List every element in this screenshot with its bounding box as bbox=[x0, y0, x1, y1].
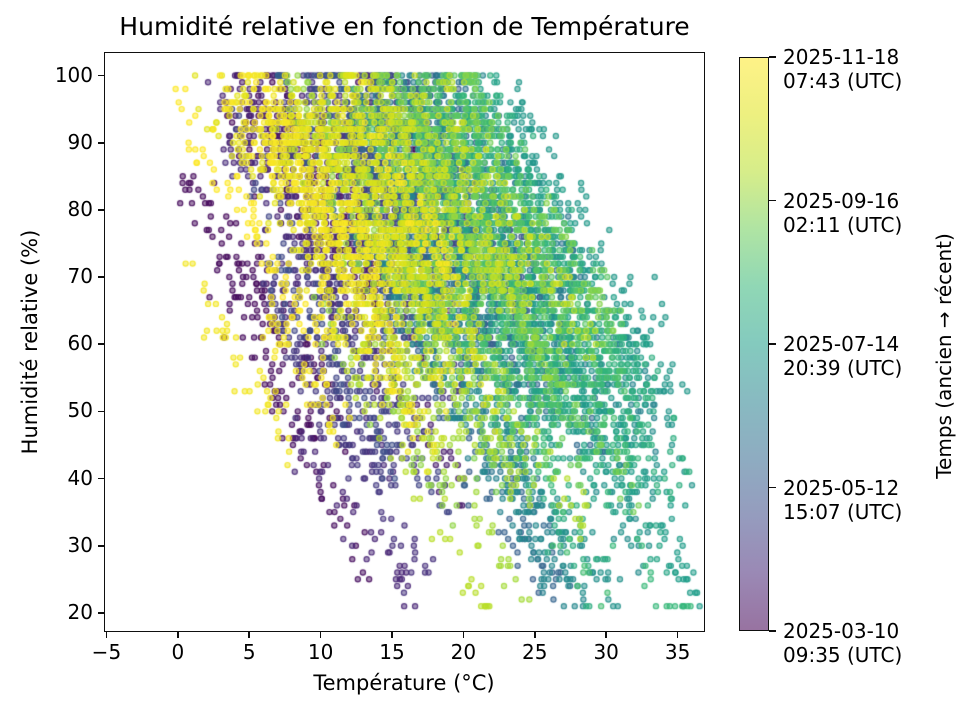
x-tick-label: 30 bbox=[593, 640, 619, 664]
x-axis-label: Température (°C) bbox=[313, 671, 495, 695]
colorbar bbox=[739, 57, 769, 631]
colorbar-axis-label: Temps (ancien → récent) bbox=[932, 233, 956, 479]
x-tick-mark bbox=[676, 631, 679, 638]
x-tick-label: 35 bbox=[664, 640, 691, 664]
colorbar-tick-time: 07:43 (UTC) bbox=[783, 69, 903, 93]
colorbar-tick-label: 2025-11-18 07:43 (UTC) bbox=[783, 45, 902, 93]
colorbar-tick-time: 20:39 (UTC) bbox=[783, 356, 903, 380]
colorbar-tick-mark bbox=[769, 486, 776, 489]
x-tick-mark bbox=[176, 631, 179, 638]
y-tick-label: 60 bbox=[67, 331, 93, 356]
colorbar-tick-date: 2025-03-10 bbox=[783, 619, 900, 643]
y-tick-mark bbox=[98, 544, 105, 547]
colorbar-tick-label: 2025-07-14 20:39 (UTC) bbox=[783, 332, 902, 380]
x-tick-label: 20 bbox=[450, 640, 477, 664]
y-tick-label: 90 bbox=[67, 129, 93, 154]
x-tick-mark bbox=[391, 631, 393, 638]
colorbar-tick-date: 2025-09-16 bbox=[783, 188, 900, 213]
y-tick-mark bbox=[98, 343, 105, 346]
x-tick-label: 0 bbox=[171, 640, 185, 664]
x-tick-mark bbox=[533, 631, 536, 638]
y-tick-mark bbox=[98, 276, 105, 278]
x-tick-mark bbox=[605, 631, 608, 638]
y-tick-mark bbox=[98, 477, 105, 480]
x-tick-label: −5 bbox=[91, 640, 122, 664]
x-tick-mark bbox=[248, 631, 251, 638]
y-tick-label: 50 bbox=[67, 398, 93, 423]
colorbar-tick-date: 2025-11-18 bbox=[783, 45, 900, 69]
colorbar-tick-mark bbox=[769, 56, 776, 58]
y-tick-mark bbox=[98, 208, 105, 211]
colorbar-tick-label: 2025-05-12 15:07 (UTC) bbox=[783, 476, 902, 524]
y-tick-label: 30 bbox=[67, 532, 93, 557]
y-axis-label: Humidité relative (%) bbox=[18, 229, 42, 455]
colorbar-tick-mark bbox=[769, 343, 776, 345]
colorbar-tick-date: 2025-05-12 bbox=[783, 475, 900, 500]
colorbar-tick-label: 2025-03-10 09:35 (UTC) bbox=[783, 619, 902, 667]
x-tick-label: 25 bbox=[522, 640, 548, 664]
x-tick-mark bbox=[105, 631, 108, 638]
y-tick-label: 20 bbox=[67, 599, 93, 624]
y-tick-mark bbox=[98, 612, 105, 614]
y-tick-label: 70 bbox=[67, 264, 93, 288]
x-tick-label: 10 bbox=[307, 640, 334, 664]
y-tick-mark bbox=[98, 74, 105, 77]
colorbar-tick-mark bbox=[769, 630, 776, 632]
y-tick-mark bbox=[98, 141, 105, 144]
x-tick-mark bbox=[319, 631, 322, 638]
colorbar-tick-time: 09:35 (UTC) bbox=[783, 643, 903, 667]
chart-title: Humidité relative en fonction de Tempéra… bbox=[119, 12, 690, 41]
y-tick-label: 40 bbox=[67, 465, 93, 490]
y-tick-label: 80 bbox=[67, 196, 93, 221]
x-tick-mark bbox=[462, 631, 465, 638]
colorbar-tick-mark bbox=[769, 199, 776, 202]
colorbar-tick-date: 2025-07-14 bbox=[783, 332, 900, 356]
x-tick-label: 5 bbox=[242, 640, 256, 664]
y-tick-mark bbox=[98, 410, 105, 413]
y-tick-label: 100 bbox=[54, 62, 93, 87]
colorbar-tick-label: 2025-09-16 02:11 (UTC) bbox=[783, 189, 902, 237]
colorbar-tick-time: 02:11 (UTC) bbox=[783, 212, 903, 237]
colorbar-tick-time: 15:07 (UTC) bbox=[783, 499, 903, 524]
x-tick-label: 15 bbox=[379, 640, 405, 664]
